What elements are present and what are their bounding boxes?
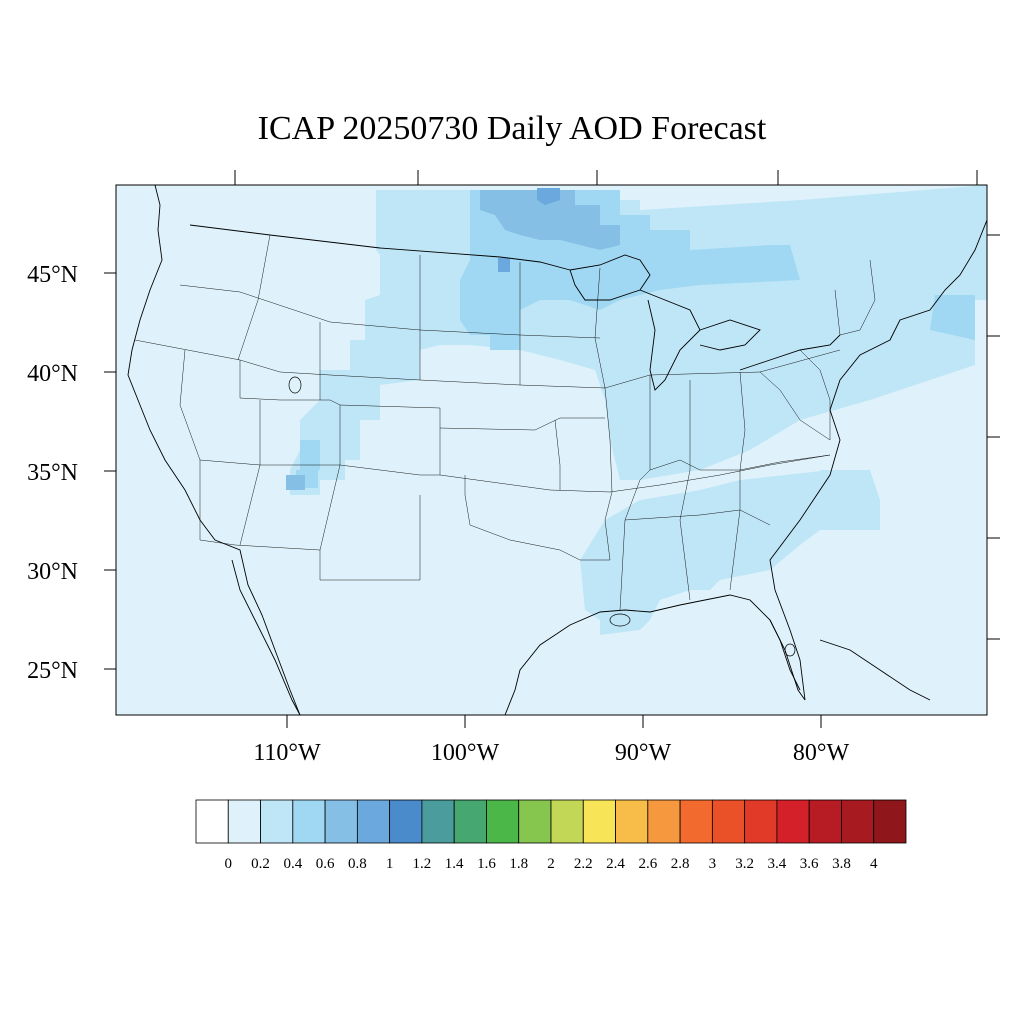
- colorbar-swatch: [776, 799, 810, 844]
- lon-label: 80°W: [793, 740, 850, 766]
- colorbar-swatch: [260, 799, 294, 844]
- lat-label: 35°N: [27, 460, 78, 486]
- colorbar-swatch: [841, 799, 875, 844]
- map-title: ICAP 20250730 Daily AOD Forecast: [257, 110, 767, 147]
- colorbar: [195, 799, 907, 844]
- colorbar-label: 3.4: [768, 856, 787, 872]
- state-borders: [134, 234, 876, 611]
- colorbar-label: 1.6: [477, 856, 496, 872]
- lon-label: 90°W: [615, 740, 672, 766]
- colorbar-swatch: [453, 799, 487, 844]
- colorbar-label: 4: [870, 856, 878, 872]
- colorbar-label: 3: [709, 856, 717, 872]
- colorbar-label: 0.8: [348, 856, 367, 872]
- colorbar-swatch: [711, 799, 746, 844]
- lat-label: 30°N: [27, 559, 78, 585]
- lat-label: 45°N: [27, 262, 78, 288]
- colorbar-label: 1.2: [413, 856, 432, 872]
- colorbar-label: 3.6: [800, 856, 819, 872]
- aod-high-plume: [286, 190, 620, 490]
- colorbar-label: 0: [225, 856, 233, 872]
- lon-label: 100°W: [431, 740, 500, 766]
- colorbar-swatch: [808, 799, 842, 844]
- colorbar-swatch: [679, 799, 713, 844]
- colorbar-swatch: [518, 799, 552, 844]
- colorbar-label: 3.8: [832, 856, 851, 872]
- lon-label: 110°W: [253, 740, 321, 766]
- colorbar-label: 2.8: [671, 856, 690, 872]
- colorbar-label: 2.4: [606, 856, 625, 872]
- lakes: [288, 376, 796, 657]
- colorbar-label: 2.2: [574, 856, 593, 872]
- colorbar-swatch: [195, 799, 229, 844]
- colorbar-label: 3.2: [735, 856, 754, 872]
- colorbar-label: 1: [386, 856, 394, 872]
- lat-label: 25°N: [27, 658, 78, 684]
- longitude-labels: 110°W 100°W 90°W 80°W: [253, 740, 849, 766]
- colorbar-swatch: [550, 799, 584, 844]
- aod-peak-plume: [498, 188, 560, 272]
- colorbar-label: 2: [547, 856, 555, 872]
- colorbar-label: 1.4: [445, 856, 464, 872]
- map-frame: [115, 184, 988, 716]
- colorbar-swatch: [292, 799, 326, 844]
- colorbar-swatch: [356, 799, 391, 844]
- colorbar-swatch: [873, 799, 907, 844]
- colorbar-label: 0.4: [283, 856, 302, 872]
- lat-label: 40°N: [27, 361, 78, 387]
- colorbar-swatch: [389, 799, 423, 844]
- colorbar-swatch: [421, 799, 455, 844]
- colorbar-labels: 0 0.2 0.4 0.6 0.8 1 1.2 1.4 1.6 1.8 2 2.2 2.4 2.6 2.8 3…: [225, 856, 878, 872]
- colorbar-label: 1.8: [509, 856, 528, 872]
- colorbar-swatch: [647, 799, 681, 844]
- colorbar-swatch: [486, 799, 520, 844]
- colorbar-swatch: [615, 799, 649, 844]
- latitude-labels: 45°N 40°N 35°N 30°N 25°N: [27, 262, 78, 684]
- colorbar-swatch: [744, 799, 778, 844]
- colorbar-swatch: [227, 799, 261, 844]
- axis-ticks: [104, 170, 1000, 728]
- colorbar-swatch: [324, 799, 358, 844]
- colorbar-label: 0.2: [251, 856, 270, 872]
- aod-low-plume: [290, 185, 987, 635]
- colorbar-label: 0.6: [316, 856, 335, 872]
- colorbar-swatch: [582, 799, 616, 844]
- map-panel: [116, 185, 987, 715]
- colorbar-label: 2.6: [638, 856, 657, 872]
